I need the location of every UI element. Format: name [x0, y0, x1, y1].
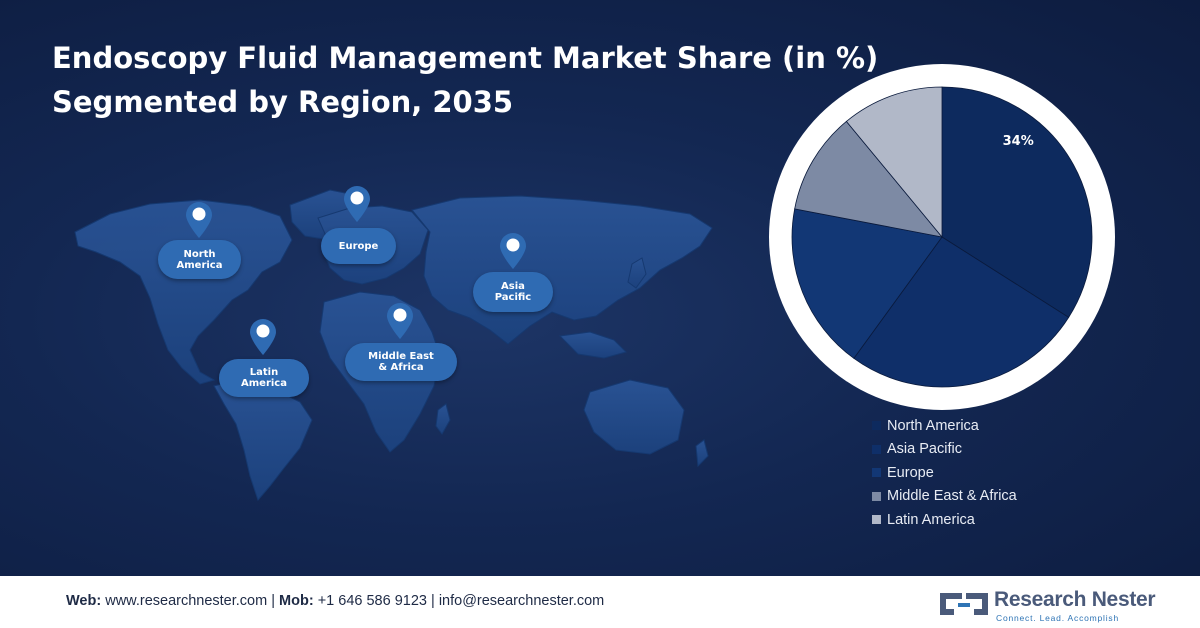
logo-tagline: Connect. Lead. Accomplish	[996, 613, 1120, 623]
legend-label: Middle East & Africa	[887, 488, 1017, 505]
southeast-asia-shape	[558, 331, 627, 359]
separator: |	[431, 593, 435, 609]
map-label-north-america: North America	[158, 240, 241, 279]
japan-shape	[627, 257, 647, 289]
map-label-europe: Europe	[321, 228, 396, 264]
logo-name: Research Nester	[994, 588, 1156, 611]
legend-item: Asia Pacific	[872, 438, 1017, 462]
pie-labels: 34%	[1003, 134, 1034, 149]
pie-slice-europe	[791, 208, 943, 359]
footer: Web: www.researchnester.com | Mob: +1 64…	[0, 576, 1200, 628]
location-pin-icon	[500, 233, 526, 269]
location-pin-icon	[387, 303, 413, 339]
map-label-text: North America	[176, 248, 223, 271]
title-line-1: Endoscopy Fluid Management Market Share …	[52, 41, 879, 75]
legend-label: Latin America	[887, 511, 975, 528]
map-label-text: Europe	[338, 240, 379, 252]
logo-mark-icon	[940, 593, 988, 615]
mobile-label: Mob:	[279, 593, 314, 609]
new-zealand-shape	[695, 439, 709, 468]
phone-number[interactable]: +1 646 586 9123	[317, 593, 427, 609]
pie-data-label: 34%	[1003, 134, 1034, 149]
page-title: Endoscopy Fluid Management Market Share …	[52, 36, 952, 124]
north-america-shape	[74, 199, 293, 385]
legend-label: Europe	[887, 464, 934, 481]
pie-slices	[791, 86, 1093, 388]
title-line-2: Segmented by Region, 2035	[52, 85, 514, 119]
map-label-text: Asia Pacific	[494, 281, 532, 303]
infographic-panel: Endoscopy Fluid Management Market Share …	[0, 0, 1200, 576]
legend-item: Europe	[872, 461, 1017, 485]
contact-line: Web: www.researchnester.com | Mob: +1 64…	[66, 593, 604, 609]
legend-label: North America	[887, 417, 979, 434]
legend-item: North America	[872, 414, 1017, 438]
location-pin-icon	[186, 202, 212, 238]
company-logo[interactable]: Research Nester Connect. Lead. Accomplis…	[936, 586, 1156, 623]
location-pin-icon	[344, 186, 370, 222]
legend-swatch	[872, 468, 881, 478]
madagascar-shape	[435, 403, 451, 435]
legend-swatch	[872, 491, 881, 501]
web-label: Web:	[66, 593, 102, 609]
chart-legend: North America Asia Pacific Europe Middle…	[872, 414, 1017, 532]
web-link[interactable]: www.researchnester.com	[105, 593, 268, 609]
legend-swatch	[872, 444, 881, 454]
australia-shape	[583, 379, 685, 455]
map-label-text: Middle East & Africa	[368, 351, 434, 373]
location-pin-icon	[250, 319, 276, 355]
legend-label: Asia Pacific	[887, 441, 962, 458]
legend-swatch	[872, 515, 881, 525]
pie-slice-latin-america	[845, 86, 943, 239]
separator: |	[271, 593, 276, 609]
legend-item: Latin America	[872, 508, 1017, 532]
pie-slice-middle-east-africa	[794, 120, 944, 238]
map-label-latin-america: Latin America	[219, 359, 309, 397]
map-label-middle-east-africa: Middle East & Africa	[345, 343, 457, 381]
pie-chart: 34%	[791, 86, 1093, 388]
legend-item: Middle East & Africa	[872, 485, 1017, 509]
email-link[interactable]: info@researchnester.com	[438, 593, 605, 609]
pie-slice-north-america	[941, 86, 1093, 318]
map-label-asia-pacific: Asia Pacific	[473, 272, 553, 312]
map-label-text: Latin America	[241, 367, 287, 389]
legend-swatch	[872, 421, 881, 431]
pie-slice-asia-pacific	[853, 236, 1070, 388]
